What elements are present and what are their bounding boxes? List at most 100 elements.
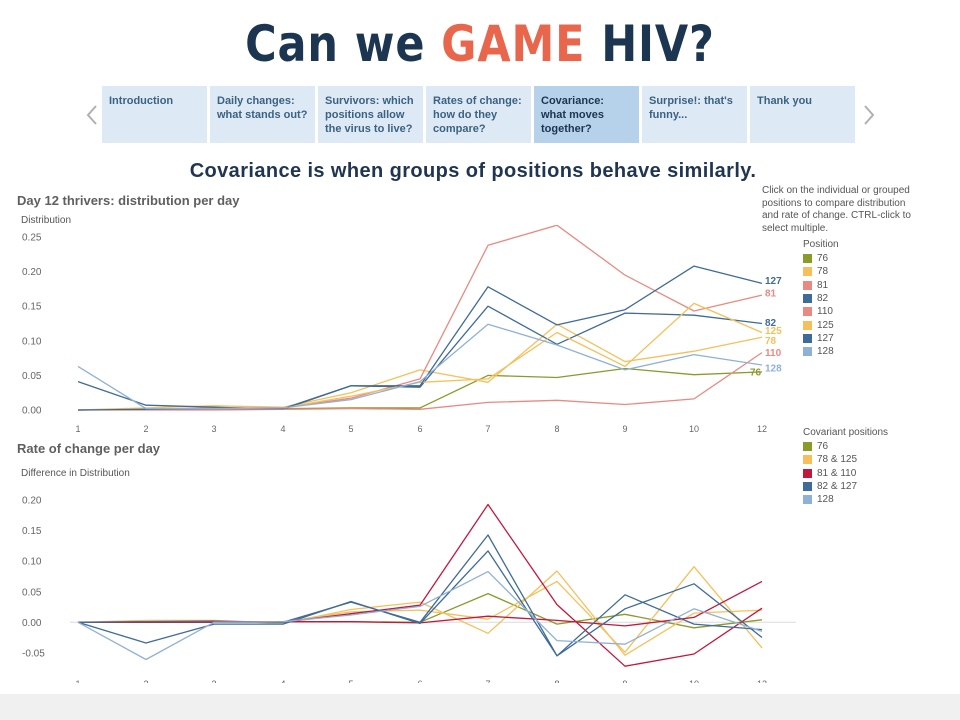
legend-item[interactable]: 78 & 125: [803, 453, 888, 466]
x-tick-label: 4: [280, 424, 285, 434]
legend-swatch: [803, 495, 812, 505]
title-part-2: HIV?: [585, 15, 715, 73]
page-title: Can we GAME HIV?: [67, 14, 893, 74]
legend-swatch: [803, 280, 812, 290]
x-tick-label: 3: [211, 679, 216, 683]
legend-title: Covariant positions: [803, 427, 889, 438]
legend-swatch: [803, 347, 812, 357]
legend-label: 78: [817, 266, 829, 278]
x-tick-label: 9: [622, 424, 627, 434]
y-tick-label: -0.05: [22, 648, 45, 659]
instructions-text: Click on the individual or grouped posit…: [762, 185, 911, 234]
footer-bar: [0, 694, 960, 720]
legend-item[interactable]: 82: [803, 292, 839, 305]
x-tick-label: 7: [485, 679, 490, 683]
legend-swatch: [803, 468, 812, 478]
x-tick-label: 2: [143, 679, 148, 683]
end-label-76: 76: [750, 367, 762, 378]
legend-label: 125: [817, 319, 834, 331]
x-tick-label: 8: [554, 424, 559, 434]
chart2-y-axis-title: Difference in Distribution: [21, 468, 130, 479]
tab-4[interactable]: Rates of change: how do they compare?: [426, 86, 531, 143]
legend-swatch: [803, 267, 812, 277]
end-label-78: 78: [765, 336, 777, 347]
series-line-78: [77, 323, 763, 411]
legend-item[interactable]: 128: [803, 345, 839, 358]
x-tick-label: 12: [757, 679, 767, 683]
legend-swatch: [803, 333, 812, 343]
legend-label: 76: [817, 253, 829, 265]
legend-label: 128: [817, 346, 834, 358]
end-label-110: 110: [765, 348, 782, 359]
end-label-81: 81: [765, 289, 777, 300]
y-tick-label: 0.20: [22, 267, 42, 278]
legend-item[interactable]: 128: [803, 493, 888, 506]
x-tick-label: 5: [348, 424, 353, 434]
position-legend: Position 76 78 81 82 110 125 127 128: [803, 239, 839, 358]
series-line-127: [77, 265, 763, 411]
y-tick-label: 0.00: [22, 406, 42, 417]
legend-item[interactable]: 82 & 127: [803, 480, 888, 493]
legend-label: 128: [817, 494, 834, 506]
legend-item[interactable]: 125: [803, 318, 839, 331]
title-accent: GAME: [441, 15, 586, 73]
y-tick-label: 0.15: [22, 526, 42, 537]
tab-2[interactable]: Daily changes: what stands out?: [210, 86, 315, 143]
series-line-81: [77, 503, 763, 667]
y-tick-label: 0.10: [22, 557, 42, 568]
legend-label: 78 & 125: [817, 454, 858, 466]
series-line-82: [77, 305, 763, 410]
y-tick-label: 0.05: [22, 587, 42, 598]
legend-label: 81: [817, 279, 829, 291]
x-tick-label: 2: [143, 424, 148, 434]
tab-6[interactable]: Surprise!: that's funny...: [642, 86, 747, 143]
x-tick-label: 12: [757, 424, 767, 434]
tab-7[interactable]: Thank you: [750, 86, 855, 143]
legend-swatch: [803, 307, 812, 317]
legend-item[interactable]: 76: [803, 440, 888, 453]
legend-swatch: [803, 320, 812, 330]
headline: Covariance is when groups of positions b…: [189, 160, 757, 182]
rate-of-change-chart[interactable]: -0.050.000.050.100.150.201234567891012: [0, 468, 800, 683]
series-line-110: [78, 352, 763, 411]
legend-label: 127: [817, 332, 834, 344]
end-label-125: 125: [765, 326, 782, 337]
x-tick-label: 1: [75, 679, 80, 683]
series-line-110: [78, 580, 763, 627]
x-tick-label: 10: [689, 424, 699, 434]
previous-arrow-icon[interactable]: [80, 98, 104, 132]
legend-title: Position: [803, 239, 839, 250]
legend-item[interactable]: 110: [803, 305, 839, 318]
legend-swatch: [803, 442, 812, 452]
legend-item[interactable]: 81: [803, 279, 839, 292]
legend-swatch: [803, 254, 812, 264]
story-tabs: Introduction Daily changes: what stands o…: [102, 86, 858, 143]
next-arrow-icon[interactable]: [857, 98, 881, 132]
legend-item[interactable]: 76: [803, 252, 839, 265]
end-label-82: 82: [765, 318, 777, 329]
tab-5[interactable]: Covariance: what moves together?: [534, 86, 639, 143]
x-tick-label: 8: [554, 679, 559, 683]
legend-swatch: [803, 455, 812, 465]
tab-1[interactable]: Introduction: [102, 86, 207, 143]
chart1-y-axis-title: Distribution: [21, 215, 72, 226]
series-line-76: [77, 367, 763, 411]
series-line-78: [77, 570, 763, 656]
legend-item[interactable]: 78: [803, 265, 839, 278]
x-tick-label: 6: [417, 424, 422, 434]
legend-label: 76: [817, 441, 829, 453]
legend-label: 82 & 127: [817, 481, 858, 493]
y-tick-label: 0.15: [22, 302, 42, 313]
x-tick-label: 7: [485, 424, 490, 434]
covariant-legend: Covariant positions 76 78 & 125 81 & 110 82…: [803, 427, 888, 506]
tab-3[interactable]: Survivors: which positions allow the vir…: [318, 86, 423, 143]
x-tick-label: 5: [348, 679, 353, 683]
end-label-127: 127: [765, 276, 782, 287]
series-line-128: [77, 323, 763, 410]
legend-item[interactable]: 127: [803, 332, 839, 345]
legend-item[interactable]: 81 & 110: [803, 467, 888, 480]
distribution-chart[interactable]: 0.000.050.100.150.200.251 2 3 4 5 6 7 8 9 10 12761…: [0, 225, 800, 440]
end-label-128: 128: [765, 364, 782, 375]
x-tick-label: 1: [75, 424, 80, 434]
x-tick-label: 10: [689, 679, 699, 683]
